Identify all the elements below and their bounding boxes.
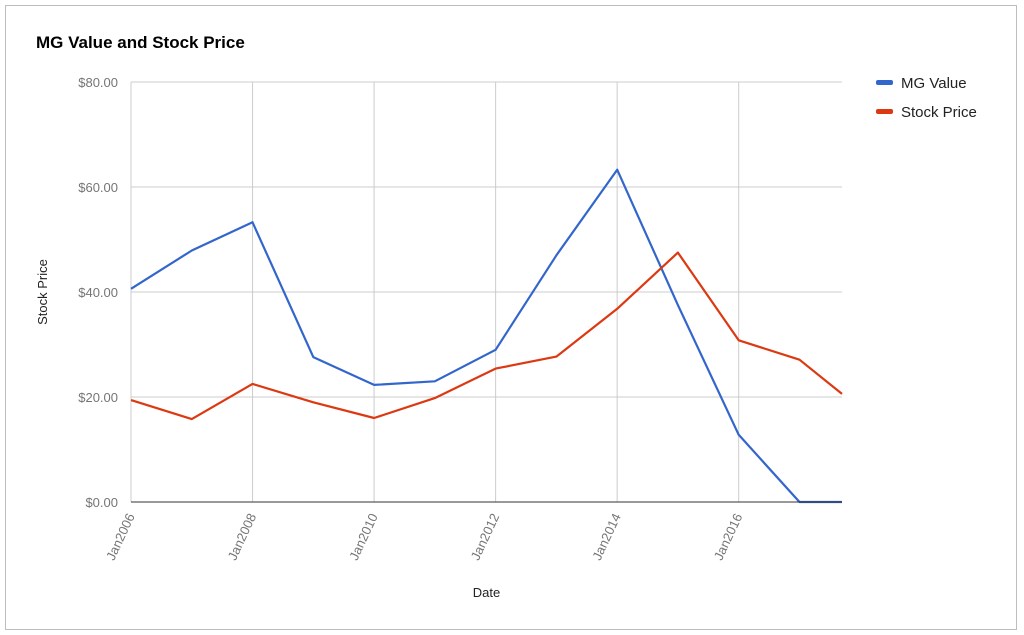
x-tick-label: Jan2014 [589, 511, 624, 563]
x-axis-ticks: Jan2006 Jan2008 Jan2010 Jan2012 Jan2014 Jan20… [103, 511, 745, 563]
legend: MG Value Stock Price [876, 75, 977, 121]
y-tick-label: $40.00 [78, 285, 118, 300]
series-lines [130, 168, 843, 504]
y-tick-label: $20.00 [78, 390, 118, 405]
y-tick-label: $80.00 [78, 75, 118, 90]
legend-label: Stock Price [901, 104, 977, 121]
x-tick-label: Jan2006 [103, 511, 138, 563]
legend-label: MG Value [901, 75, 967, 92]
x-tick-label: Jan2008 [225, 511, 260, 563]
horizontal-gridlines [131, 81, 842, 398]
y-tick-label: $60.00 [78, 180, 118, 195]
x-tick-label: Jan2012 [468, 511, 503, 563]
y-axis-ticks: $0.00 $20.00 $40.00 $60.00 $80.00 [78, 75, 118, 510]
chart-title: MG Value and Stock Price [36, 33, 245, 52]
x-tick-label: Jan2010 [346, 511, 381, 563]
vertical-gridlines [130, 82, 740, 502]
y-tick-label: $0.00 [85, 495, 118, 510]
series-line-mg-value [130, 168, 842, 504]
chart-frame [5, 5, 1017, 630]
legend-swatch [876, 80, 893, 85]
x-tick-label: Jan2016 [711, 511, 746, 563]
legend-swatch [876, 109, 893, 114]
y-axis-title: Stock Price [35, 259, 50, 325]
x-axis-title: Date [473, 585, 500, 600]
series-line-stock-price [130, 251, 843, 421]
